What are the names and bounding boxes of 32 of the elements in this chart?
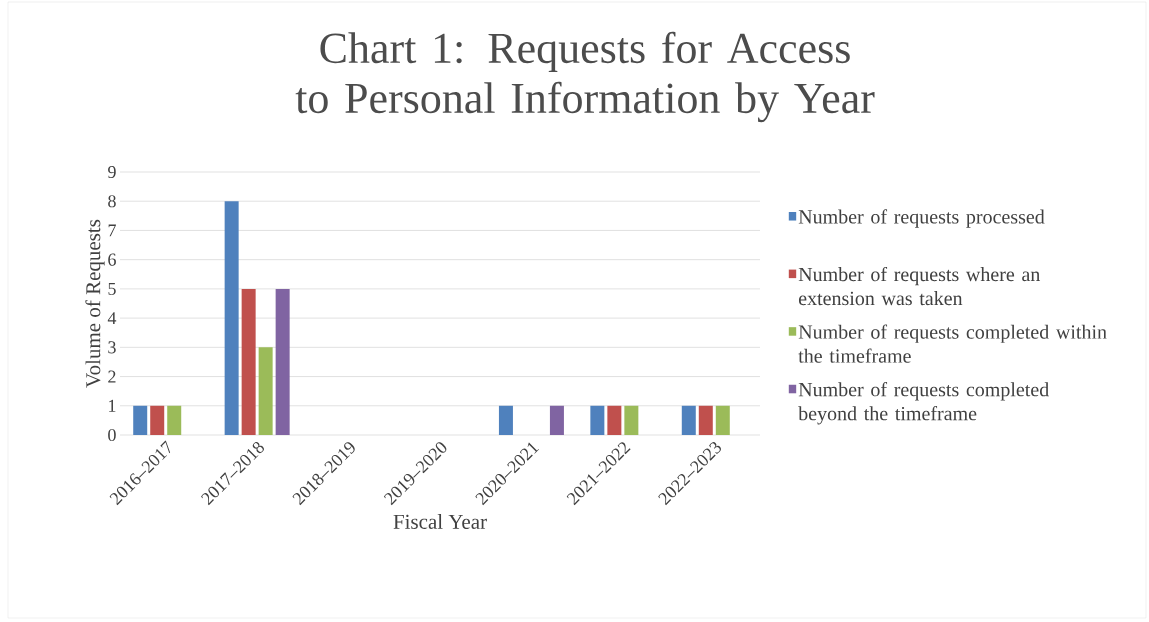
legend-label: Number of requests where an extension was taken: [798, 266, 1041, 306]
bar: [607, 405, 622, 435]
y-tick-label: 0: [108, 428, 116, 442]
legend-label: Number of requests completed within the timeframe: [798, 324, 1107, 363]
y-tick-label: 2: [108, 370, 116, 383]
bar: [275, 288, 290, 435]
chart-title: Chart 1: Requests for Access to Personal Information by Year: [295, 31, 875, 123]
bar: [133, 405, 148, 435]
x-axis-title: Fiscal Year: [393, 514, 487, 529]
legend-label: Number of requests processed: [798, 209, 1045, 228]
bar: [698, 405, 713, 435]
bar: [241, 288, 256, 435]
y-tick-label: 8: [108, 195, 116, 208]
y-tick-label: 4: [107, 312, 117, 325]
bar: [498, 405, 513, 435]
bar: [715, 405, 730, 435]
y-tick-label: 7: [108, 224, 116, 237]
bar: [224, 201, 239, 435]
y-tick-label: 9: [108, 165, 116, 179]
bar: [167, 405, 182, 435]
bar: [624, 405, 639, 435]
legend-label: Number of requests completed beyond the timeframe: [798, 382, 1049, 425]
bar: [681, 405, 696, 435]
bar: [590, 405, 605, 435]
y-tick-label: 3: [108, 341, 116, 354]
bar: [258, 347, 273, 435]
y-tick-label: 5: [108, 282, 116, 295]
bar: [150, 405, 165, 435]
y-axis-title: Volume of Requests: [85, 219, 105, 388]
y-tick-label: 6: [108, 253, 116, 266]
y-tick-label: 1: [109, 399, 116, 412]
bar: [549, 405, 564, 435]
